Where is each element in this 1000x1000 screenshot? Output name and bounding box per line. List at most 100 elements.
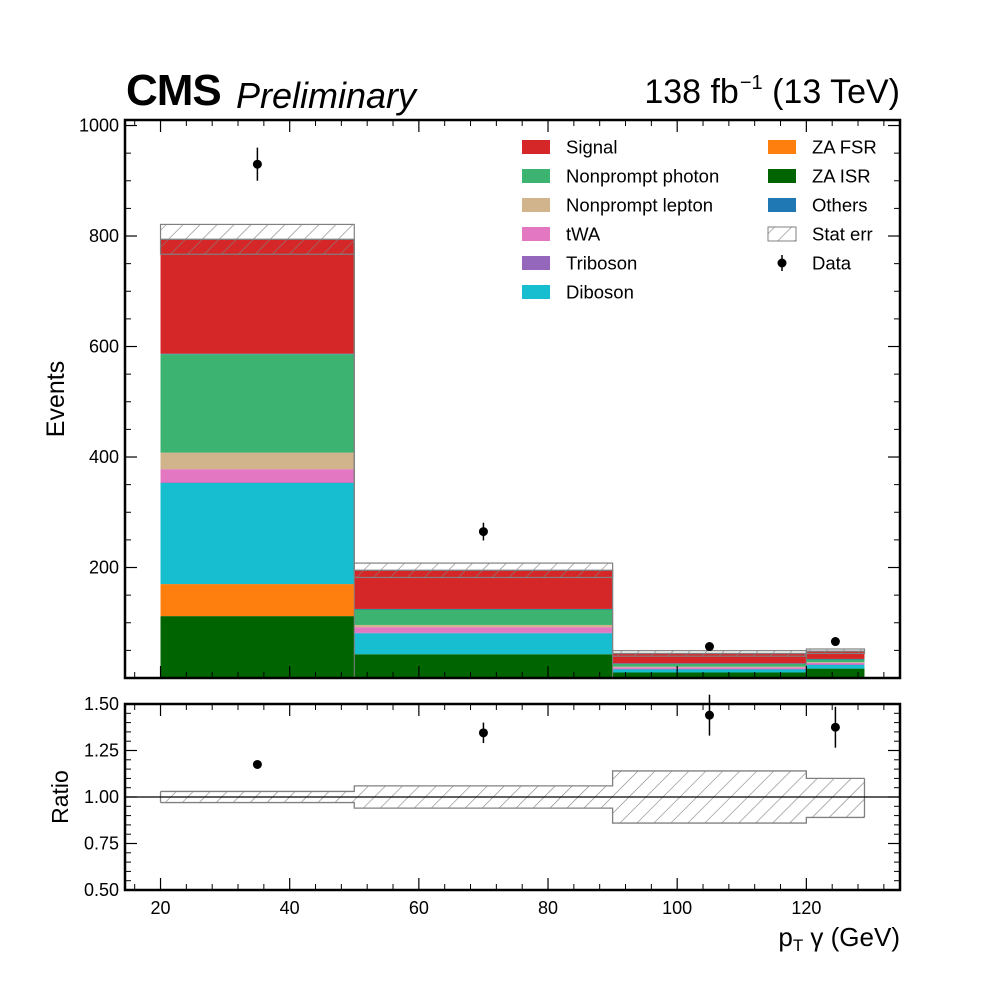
bar-za-isr-bin-3 [612, 672, 807, 678]
legend-label: ZA FSR [812, 137, 877, 158]
legend-label: Others [812, 195, 868, 216]
ratio-y-tick-label: 1.50 [84, 694, 119, 714]
bar-triboson-bin-4 [806, 664, 865, 665]
legend-label: Stat err [812, 224, 873, 245]
ratio-band-upper-edge [160, 770, 865, 793]
legend-swatch-nonprompt-photon [522, 169, 550, 183]
legend-swatch-za-fsr [768, 140, 796, 154]
ratio-y-tick-label: 1.00 [84, 787, 119, 807]
bar-others-bin-3 [612, 663, 807, 664]
experiment-label: CMS [126, 66, 222, 115]
y-tick-label: 400 [89, 447, 119, 467]
energy-value: (13 TeV) [772, 73, 900, 111]
y-axis-label: Events [42, 361, 70, 437]
bar-signal-bin-1 [160, 239, 355, 354]
legend-label: Diboson [566, 282, 634, 303]
ratio-y-tick-label: 0.75 [84, 834, 119, 854]
ratio-point-3 [704, 710, 714, 720]
bar-twa-bin-2 [354, 627, 613, 633]
x-axis-label-subscript: T [793, 936, 803, 955]
bar-diboson-bin-2 [354, 633, 613, 655]
legend: Signal Nonprompt photon Nonprompt lepton tW… [522, 137, 877, 303]
bar-others-bin-4 [806, 658, 865, 660]
legend-data-marker [777, 258, 787, 268]
bar-twa-bin-3 [612, 667, 807, 669]
stat-err-box-bin-4 [805, 648, 866, 655]
legend-label: Triboson [566, 253, 637, 274]
ratio-point-2 [478, 728, 488, 738]
bar-za-isr-bin-1 [160, 616, 355, 678]
x-axis-label: pT γ (GeV) [778, 922, 900, 955]
bar-triboson-bin-1 [160, 482, 355, 483]
bar-triboson-bin-3 [612, 668, 807, 670]
legend-label: Nonprompt photon [566, 166, 719, 187]
bar-others-bin-1 [160, 353, 355, 355]
bar-twa-bin-4 [806, 662, 865, 665]
legend-swatch-diboson [522, 285, 550, 299]
x-axis-label-rest: γ (GeV) [803, 922, 900, 952]
main-panel: 200 400 600 800 1000 Events Signal Nonprompt ph… [42, 116, 902, 680]
x-tick-label: 40 [280, 898, 300, 918]
legend-swatch-za-isr [768, 169, 796, 183]
legend-label: tWA [566, 224, 601, 245]
lumi-exponent: −1 [739, 72, 763, 94]
bar-twa-bin-1 [160, 469, 355, 483]
ratio-point-4 [830, 722, 840, 732]
legend-label: Nonprompt lepton [566, 195, 713, 216]
ratio-panel: 0.50 0.75 1.00 1.25 1.50 20 40 60 80 100 120 Ratio p… [47, 694, 902, 955]
x-tick-label: 100 [662, 898, 692, 918]
bar-nonprompt-lepton-bin-4 [806, 662, 865, 663]
bar-diboson-bin-3 [612, 669, 807, 673]
lumi-value: 138 fb [644, 73, 739, 111]
bar-nonprompt-photon-bin-1 [160, 354, 355, 453]
legend-label: ZA ISR [812, 166, 871, 187]
y-tick-label: 800 [89, 226, 119, 246]
bar-triboson-bin-2 [354, 632, 613, 634]
bar-others-bin-2 [354, 608, 613, 610]
stat-err-box-bin-2 [353, 562, 614, 579]
bar-signal-bin-3 [612, 653, 807, 664]
legend-swatch-nonprompt-lepton [522, 198, 550, 212]
luminosity-label: 138 fb−1 (13 TeV) [644, 72, 900, 112]
x-tick-label: 80 [538, 898, 558, 918]
data-point-1 [252, 159, 262, 169]
y-tick-label: 1000 [79, 116, 119, 136]
stat-err-box-bin-1 [159, 223, 355, 255]
ratio-y-axis-label: Ratio [47, 770, 73, 824]
legend-label: Signal [566, 137, 617, 158]
bar-diboson-bin-4 [806, 664, 865, 669]
bar-nonprompt-lepton-bin-2 [354, 624, 613, 628]
bar-diboson-bin-1 [160, 482, 355, 585]
x-axis-label-main: p [778, 922, 792, 952]
bar-za-fsr-bin-1 [160, 584, 355, 617]
legend-swatch-others [768, 198, 796, 212]
y-tick-label: 200 [89, 558, 119, 578]
ratio-band-lower-edge [160, 801, 865, 824]
data-point-3 [704, 642, 714, 652]
bar-nonprompt-lepton-bin-1 [160, 452, 355, 470]
y-tick-label: 600 [89, 337, 119, 357]
bar-nonprompt-photon-bin-2 [354, 609, 613, 625]
legend-swatch-twa [522, 227, 550, 241]
x-tick-label: 60 [409, 898, 429, 918]
ratio-y-tick-label: 0.50 [84, 880, 119, 900]
legend-label: Data [812, 253, 852, 274]
legend-swatch-signal [522, 140, 550, 154]
ratio-point-1 [252, 759, 262, 769]
stat-err-box-bin-3 [612, 650, 807, 657]
bar-nonprompt-photon-bin-4 [806, 659, 865, 663]
bar-za-isr-bin-4 [806, 668, 865, 678]
ratio-unc-band-bin-4 [806, 778, 865, 818]
main-axes-frame [123, 118, 902, 680]
bar-nonprompt-photon-bin-3 [612, 663, 807, 667]
bar-signal-bin-4 [806, 651, 865, 659]
data-point-4 [830, 637, 840, 647]
data-point-2 [478, 527, 488, 537]
bar-nonprompt-lepton-bin-3 [612, 666, 807, 668]
legend-stat-err-swatch [767, 226, 797, 242]
x-tick-label: 20 [151, 898, 171, 918]
legend-swatch-triboson [522, 256, 550, 270]
status-label: Preliminary [236, 75, 417, 116]
